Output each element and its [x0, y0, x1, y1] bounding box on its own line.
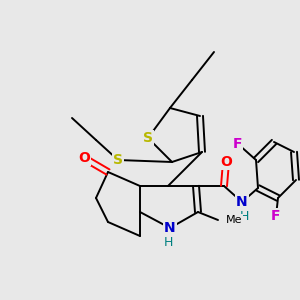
Text: S: S	[113, 153, 123, 167]
Text: O: O	[220, 155, 232, 169]
Text: S: S	[143, 131, 153, 145]
Text: N: N	[236, 195, 248, 209]
Text: F: F	[271, 209, 281, 223]
Text: Me: Me	[226, 215, 242, 225]
Text: F: F	[233, 137, 243, 151]
Text: H: H	[163, 236, 173, 248]
Text: H: H	[239, 209, 249, 223]
Text: N: N	[164, 221, 176, 235]
Text: O: O	[78, 151, 90, 165]
